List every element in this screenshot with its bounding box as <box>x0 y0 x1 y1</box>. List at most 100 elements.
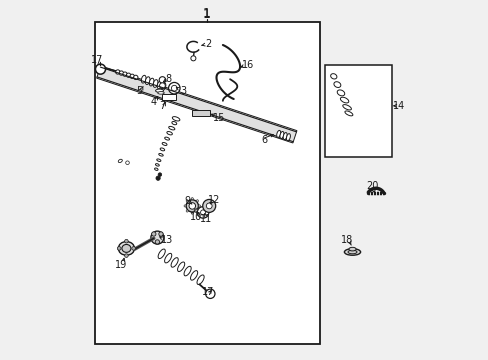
Ellipse shape <box>155 164 159 166</box>
Circle shape <box>151 231 163 244</box>
Text: 9: 9 <box>184 196 190 206</box>
Circle shape <box>133 75 138 80</box>
Polygon shape <box>97 66 296 143</box>
Ellipse shape <box>161 82 165 90</box>
Ellipse shape <box>158 92 164 94</box>
Ellipse shape <box>154 168 158 170</box>
Bar <box>95 22 320 344</box>
Ellipse shape <box>348 247 355 251</box>
Circle shape <box>124 254 128 257</box>
Text: 13: 13 <box>161 235 173 246</box>
Ellipse shape <box>340 97 348 103</box>
Ellipse shape <box>172 117 180 121</box>
Text: 20: 20 <box>366 181 378 192</box>
Ellipse shape <box>342 105 351 110</box>
Ellipse shape <box>157 81 162 89</box>
Ellipse shape <box>197 275 203 284</box>
Circle shape <box>168 82 180 94</box>
Text: 17: 17 <box>91 55 103 66</box>
Ellipse shape <box>164 253 171 263</box>
Ellipse shape <box>160 148 164 151</box>
Circle shape <box>158 173 162 176</box>
Ellipse shape <box>195 210 198 212</box>
Text: 18: 18 <box>340 235 352 246</box>
Text: 1: 1 <box>203 7 210 20</box>
Circle shape <box>186 200 188 202</box>
Text: 1: 1 <box>203 8 210 21</box>
Ellipse shape <box>171 122 176 125</box>
Ellipse shape <box>118 242 134 255</box>
Circle shape <box>206 203 212 209</box>
Ellipse shape <box>159 153 163 156</box>
Circle shape <box>189 203 195 209</box>
Ellipse shape <box>149 78 154 86</box>
Circle shape <box>196 200 198 202</box>
Text: 16: 16 <box>242 60 254 70</box>
Text: 15: 15 <box>213 113 225 123</box>
Ellipse shape <box>194 209 199 212</box>
Text: 2: 2 <box>205 39 211 49</box>
Circle shape <box>183 205 186 207</box>
Circle shape <box>171 85 177 91</box>
Bar <box>325 65 391 157</box>
Circle shape <box>159 77 165 83</box>
Text: 4: 4 <box>150 96 157 107</box>
Circle shape <box>159 232 163 236</box>
Text: 7: 7 <box>159 101 165 111</box>
Text: 8: 8 <box>165 74 172 84</box>
Text: 10: 10 <box>189 212 202 222</box>
Bar <box>192 110 210 116</box>
Circle shape <box>203 199 215 212</box>
Circle shape <box>198 205 200 207</box>
Ellipse shape <box>153 80 158 87</box>
Ellipse shape <box>276 130 280 138</box>
Bar <box>162 94 175 100</box>
Ellipse shape <box>344 111 352 116</box>
Circle shape <box>191 212 193 214</box>
Ellipse shape <box>283 132 286 140</box>
Circle shape <box>95 64 105 74</box>
Text: 19: 19 <box>115 260 127 270</box>
Text: 6: 6 <box>261 135 267 145</box>
Circle shape <box>117 247 121 250</box>
Circle shape <box>156 176 160 180</box>
Circle shape <box>119 71 123 75</box>
Circle shape <box>205 289 215 298</box>
Ellipse shape <box>344 249 360 255</box>
Ellipse shape <box>177 262 184 271</box>
Ellipse shape <box>168 126 175 130</box>
Text: 17: 17 <box>202 287 214 297</box>
Circle shape <box>190 56 196 61</box>
Circle shape <box>159 83 165 89</box>
Text: 12: 12 <box>207 195 220 205</box>
Circle shape <box>191 198 193 200</box>
Circle shape <box>196 210 198 212</box>
Ellipse shape <box>183 266 191 276</box>
Ellipse shape <box>280 131 284 139</box>
Text: 3: 3 <box>180 86 186 96</box>
Ellipse shape <box>190 271 197 280</box>
Text: 11: 11 <box>200 213 212 224</box>
Ellipse shape <box>337 90 344 96</box>
Circle shape <box>197 207 208 218</box>
Ellipse shape <box>155 89 163 93</box>
Text: 5: 5 <box>136 86 142 96</box>
Ellipse shape <box>347 250 356 254</box>
Circle shape <box>115 70 120 74</box>
Ellipse shape <box>166 131 172 135</box>
Circle shape <box>155 240 159 244</box>
Circle shape <box>132 247 135 250</box>
Ellipse shape <box>158 249 165 258</box>
Ellipse shape <box>157 159 161 161</box>
Circle shape <box>130 74 134 78</box>
Ellipse shape <box>141 75 146 83</box>
Ellipse shape <box>286 134 290 141</box>
Ellipse shape <box>122 244 131 252</box>
Ellipse shape <box>162 143 166 145</box>
Circle shape <box>151 232 156 236</box>
Circle shape <box>125 161 129 165</box>
Circle shape <box>122 72 127 76</box>
Circle shape <box>186 210 188 212</box>
Circle shape <box>200 210 205 215</box>
Circle shape <box>126 73 130 77</box>
